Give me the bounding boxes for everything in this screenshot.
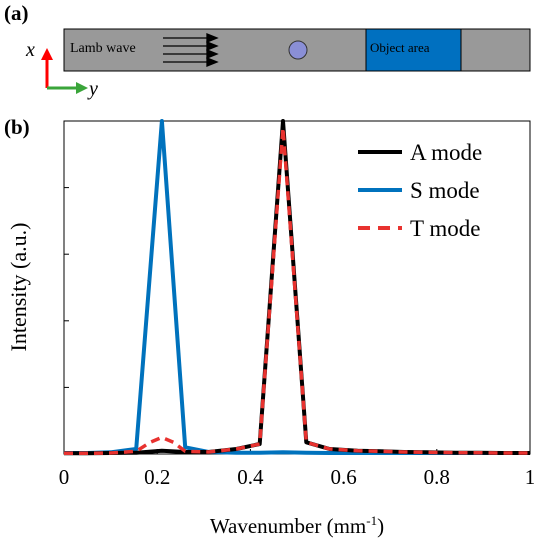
x-tick-label: 0.4 <box>237 465 264 489</box>
axis-x-label: x <box>25 39 35 61</box>
panel-b-label: (b) <box>4 115 30 139</box>
object-area-label: Object area <box>370 40 430 55</box>
legend-label: A mode <box>410 140 482 165</box>
x-tick-label: 0 <box>59 465 70 489</box>
axis-x-arrow <box>41 48 53 88</box>
axis-y-label: y <box>87 78 98 100</box>
object-area <box>365 28 462 72</box>
x-axis-label-end: ) <box>377 514 384 538</box>
y-axis-label: Intensity (a.u.) <box>6 223 31 352</box>
x-axis-label-main: Wavenumber (mm <box>210 514 366 538</box>
series-a-mode <box>64 119 530 456</box>
particle <box>288 40 308 60</box>
legend-label: T mode <box>410 216 480 241</box>
x-axis-label-sup: -1 <box>366 513 377 528</box>
wave-arrows <box>163 33 219 67</box>
panel-a-label: (a) <box>4 1 29 25</box>
series-t-mode <box>64 125 530 456</box>
x-axis-label: Wavenumber (mm-1) <box>210 513 384 538</box>
axis-y-arrow <box>47 82 88 94</box>
legend-label: S mode <box>410 178 480 203</box>
plot-area: 0 0.2 0.4 0.6 0.8 1 A mode S mode T mode <box>59 119 536 489</box>
x-tick-label: 1 <box>525 465 536 489</box>
x-tick-label: 0.8 <box>424 465 450 489</box>
lamb-wave-label: Lamb wave <box>70 41 136 56</box>
x-tick-label: 0.2 <box>144 465 170 489</box>
x-tick-label: 0.6 <box>330 465 356 489</box>
